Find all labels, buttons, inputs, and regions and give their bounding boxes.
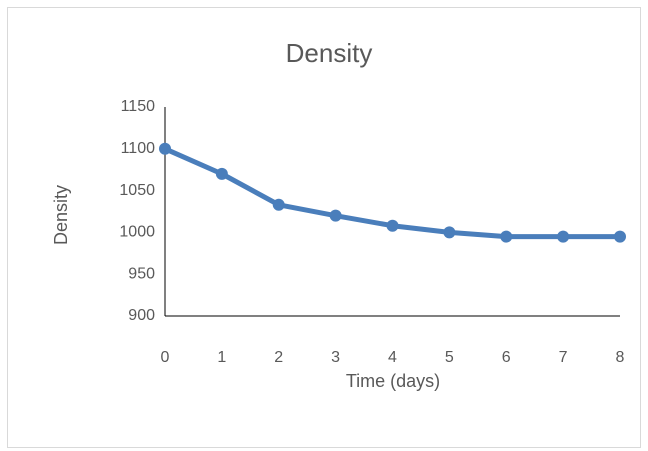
y-axis-title: Density [51, 185, 71, 245]
x-axis-title: Time (days) [346, 371, 440, 391]
data-point [614, 230, 626, 243]
data-point [159, 142, 171, 155]
x-tick-label: 8 [616, 349, 625, 366]
chart-title: Density [286, 38, 373, 68]
x-tick-label: 6 [502, 349, 511, 366]
x-tick-label: 1 [217, 349, 226, 366]
x-tick-label: 0 [161, 349, 170, 366]
data-point [329, 209, 342, 222]
x-tick-label: 5 [445, 349, 454, 366]
data-point [557, 230, 570, 243]
x-tick-label: 2 [274, 349, 283, 366]
data-point [215, 167, 228, 180]
y-tick-label: 900 [128, 307, 155, 324]
y-tick-label: 1050 [119, 182, 155, 199]
y-tick-label: 1000 [119, 224, 155, 241]
data-point [386, 219, 399, 232]
y-tick-label: 950 [128, 265, 155, 282]
chart-border [7, 7, 641, 448]
data-point [500, 230, 513, 243]
data-point [443, 226, 456, 239]
y-tick-label: 1100 [121, 140, 156, 157]
data-point [272, 198, 285, 211]
y-tick-label: 1150 [121, 98, 156, 115]
x-tick-label: 4 [388, 349, 397, 366]
x-tick-label: 7 [559, 349, 568, 366]
x-tick-label: 3 [331, 349, 340, 366]
